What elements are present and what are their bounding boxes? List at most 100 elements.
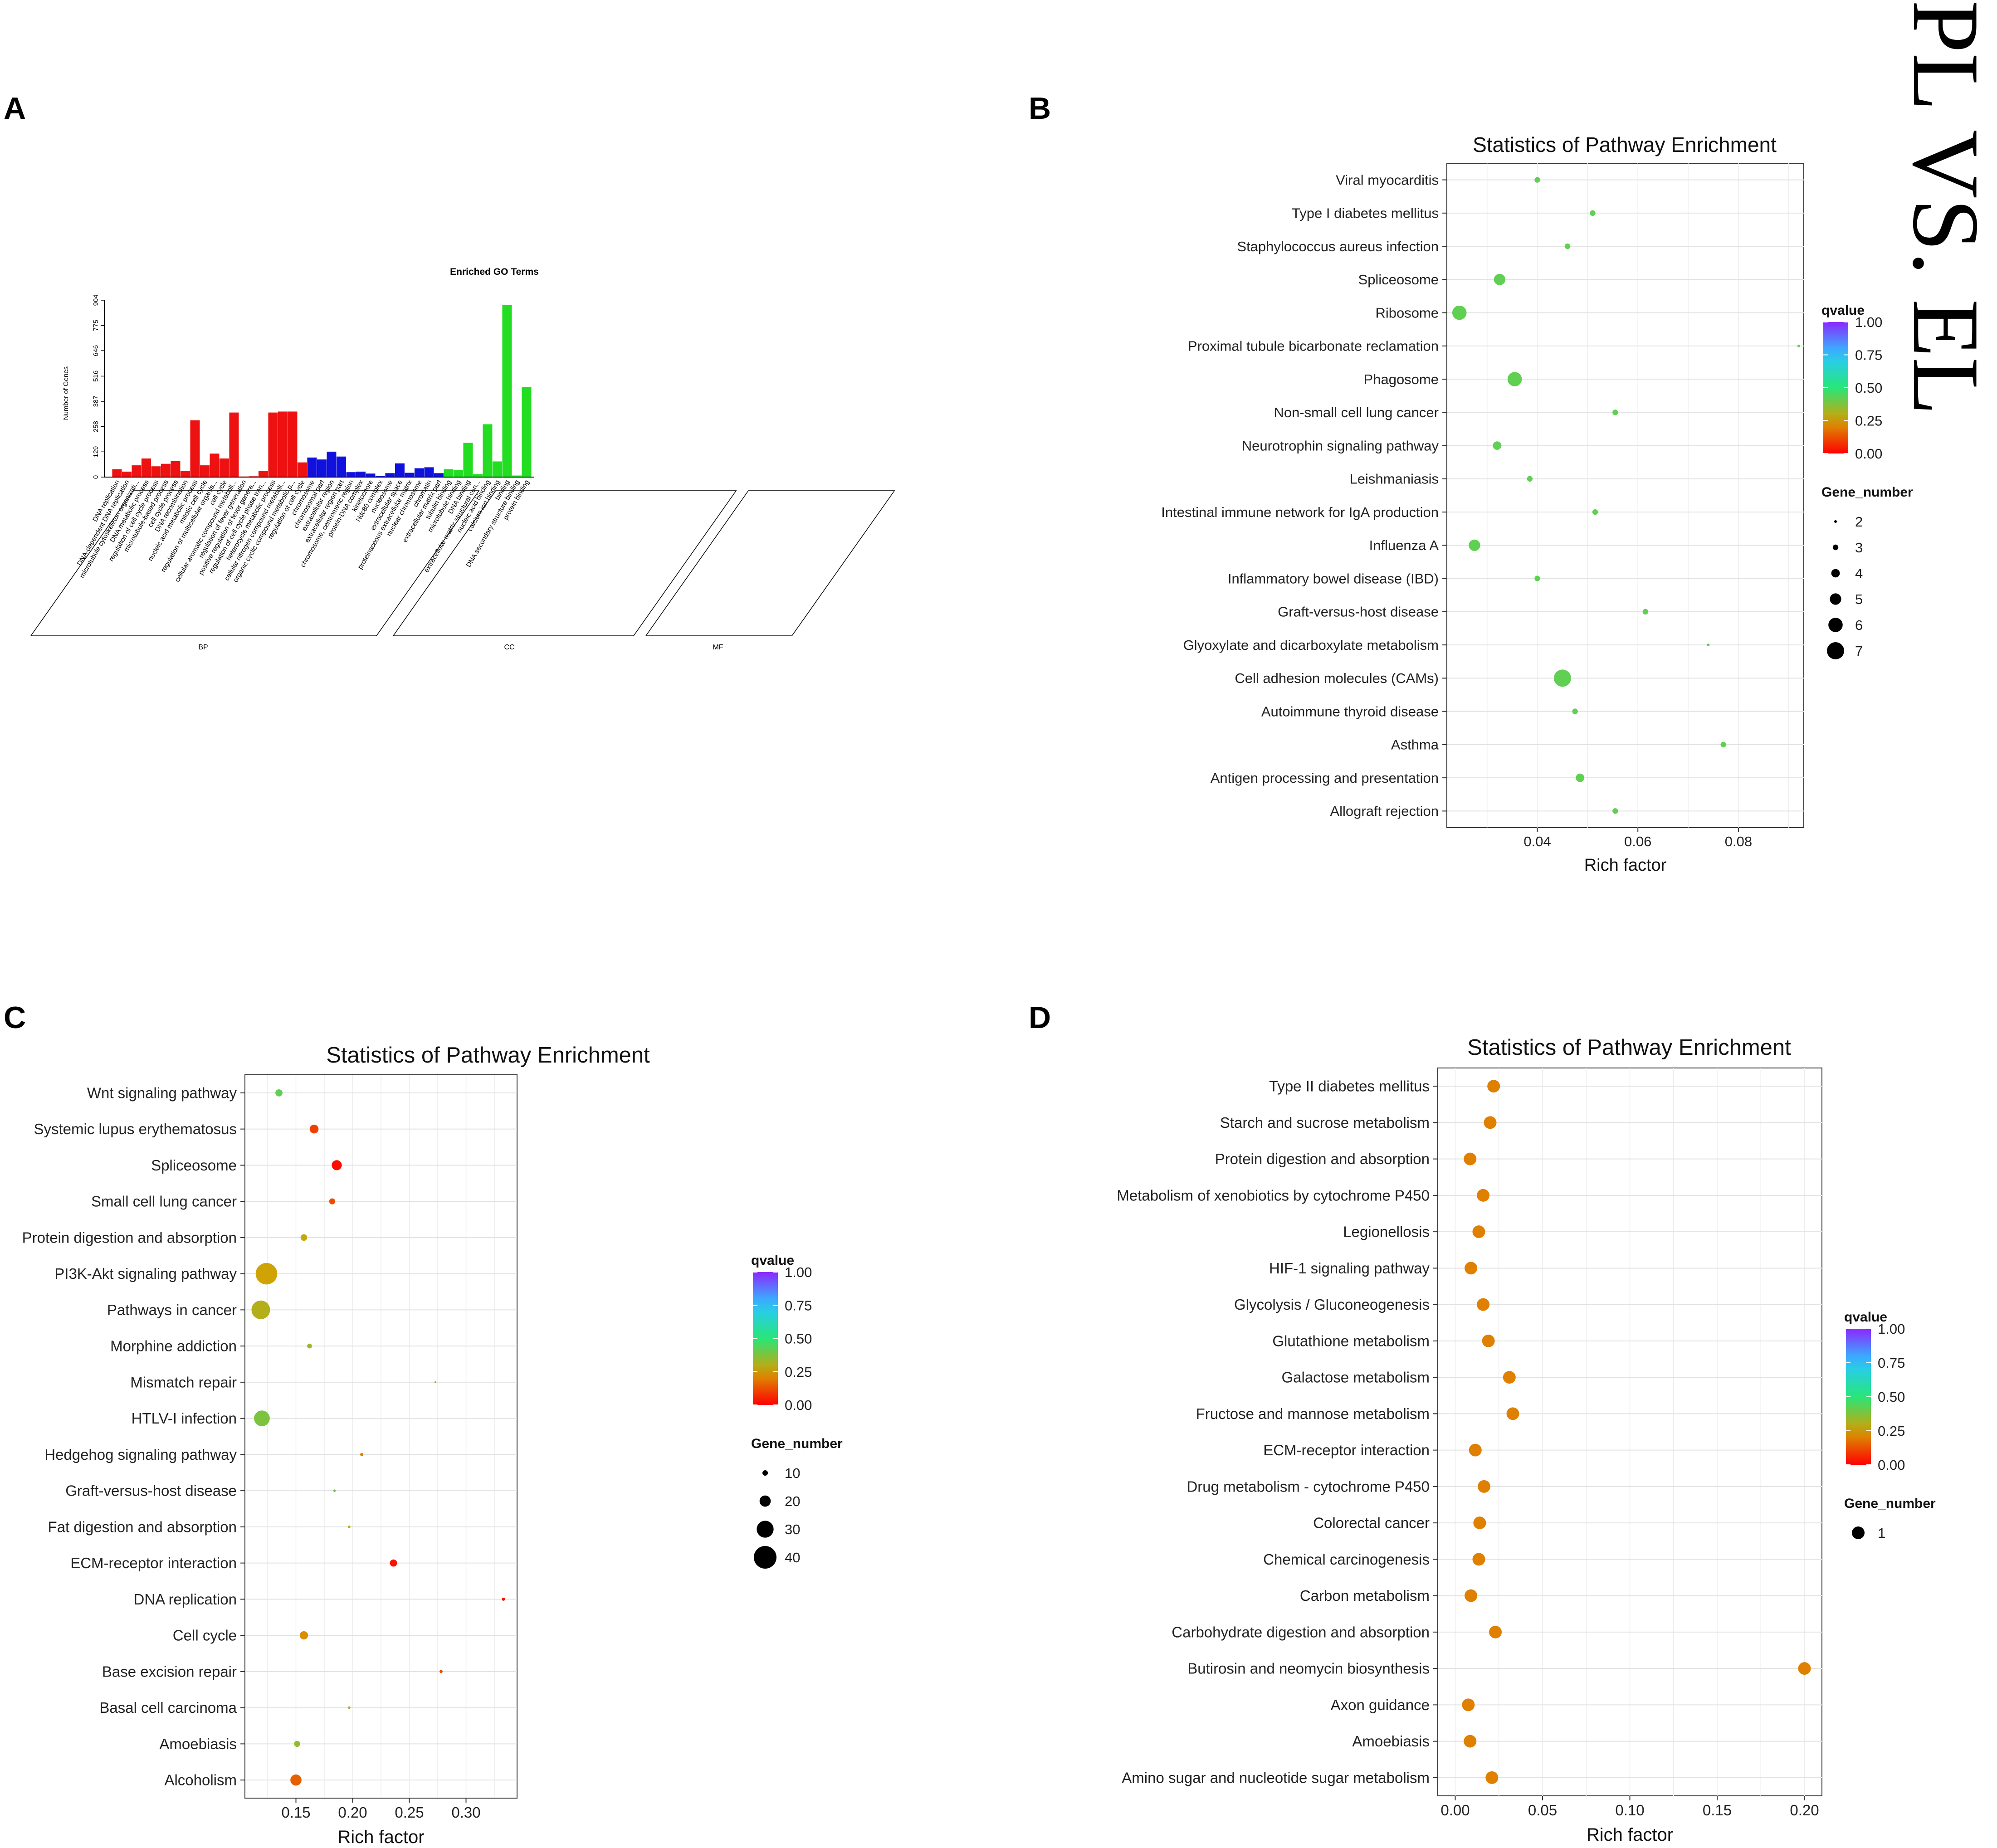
point-graft-versus-host-disease xyxy=(1642,609,1649,615)
y-tick-label: Fat digestion and absorption xyxy=(48,1518,237,1535)
bar-cell-cycle-process xyxy=(171,461,181,477)
point-glutathione-metabolism xyxy=(1482,1334,1495,1347)
bar-chromosome xyxy=(307,457,317,477)
point-inflammatory-bowel-disease-ibd xyxy=(1534,575,1540,581)
legend-size-label: 2 xyxy=(1855,514,1863,530)
legend-size-title: Gene_number xyxy=(751,1436,843,1451)
point-alcoholism xyxy=(290,1774,302,1786)
point-metabolism-of-xenobiotics-by-cytochrome-p450 xyxy=(1477,1189,1490,1202)
y-tick-label: Cell adhesion molecules (CAMs) xyxy=(1235,670,1439,686)
point-staphylococcus-aureus-infection xyxy=(1564,243,1571,249)
point-glyoxylate-and-dicarboxylate-metabolism xyxy=(1707,644,1710,647)
bar-cellular-aromatic-compound-metaboli xyxy=(229,412,239,477)
y-tick-label: Asthma xyxy=(1391,737,1439,753)
legend-color-label: 0.50 xyxy=(1878,1389,1905,1405)
bar-kinetochore xyxy=(366,473,376,477)
y-tick-label: 387 xyxy=(92,396,100,407)
x-tick-label: 0.25 xyxy=(395,1804,424,1821)
bar-mitotic-cell-cycle xyxy=(200,465,210,477)
y-tick-label: Mismatch repair xyxy=(130,1374,237,1390)
y-tick-label: Allograft rejection xyxy=(1330,803,1439,819)
legend-size-label: 3 xyxy=(1855,540,1863,556)
group-label-mf: MF xyxy=(713,644,723,651)
point-butirosin-and-neomycin-biosynthesis xyxy=(1798,1662,1811,1675)
point-carbohydrate-digestion-and-absorption xyxy=(1489,1625,1502,1638)
legend-size-title: Gene_number xyxy=(1821,485,1913,500)
y-tick-label: Type I diabetes mellitus xyxy=(1292,205,1439,221)
y-tick-label: 516 xyxy=(92,371,100,382)
y-tick-label: Phagosome xyxy=(1364,371,1439,387)
y-tick-label: Amoebiasis xyxy=(1352,1733,1430,1750)
x-axis-label: Rich factor xyxy=(1584,856,1667,875)
panel-label-d: D xyxy=(1029,1000,1051,1035)
point-axon-guidance xyxy=(1462,1698,1475,1711)
go-bar-chart: Enriched GO Terms Number of Genes 0 129 258 3… xyxy=(30,267,895,651)
point-chemical-carcinogenesis xyxy=(1472,1553,1485,1566)
y-tick-label: Pathways in cancer xyxy=(107,1302,237,1318)
panel-label-c: C xyxy=(4,1000,26,1035)
y-tick-label: Intestinal immune network for IgA produc… xyxy=(1161,504,1439,520)
y-tick-label: Chemical carcinogenesis xyxy=(1263,1551,1430,1568)
x-tick-label: 0.30 xyxy=(451,1804,480,1821)
y-tick-label: Colorectal cancer xyxy=(1313,1515,1430,1531)
y-tick-label: Basal cell carcinoma xyxy=(99,1699,237,1716)
chart-title: Statistics of Pathway Enrichment xyxy=(1473,133,1777,156)
y-tick-label: Graft-versus-host disease xyxy=(1278,604,1439,620)
bar-proteinaceous-extracellular-matrix xyxy=(405,473,415,477)
y-tick-label: Amino sugar and nucleotide sugar metabol… xyxy=(1122,1769,1430,1786)
y-tick-label: Glyoxylate and dicarboxylate metabolism xyxy=(1183,637,1439,653)
x-tick-label: 0.06 xyxy=(1624,834,1651,849)
bar-calcium-ion-binding xyxy=(492,461,502,477)
point-drug-metabolism-cytochrome-p450 xyxy=(1478,1480,1491,1493)
bar-nucleosome xyxy=(385,473,395,477)
x-tick-label: 0.00 xyxy=(1440,1802,1470,1819)
y-tick-label: Metabolism of xenobiotics by cytochrome … xyxy=(1117,1187,1430,1204)
y-tick-label: Drug metabolism - cytochrome P450 xyxy=(1186,1478,1430,1495)
legend-size-dot xyxy=(1830,593,1841,605)
bar-organic-cyclic-compound-metabolic-p xyxy=(288,411,298,477)
point-asthma xyxy=(1720,741,1726,748)
pathway-scatter-c: Statistics of Pathway Enrichment Wnt sign… xyxy=(22,1043,843,1847)
legend-size-dot xyxy=(1831,569,1840,578)
y-tick-label: Leishmaniasis xyxy=(1350,471,1439,487)
point-mismatch-repair xyxy=(434,1381,437,1384)
y-tick-label: 129 xyxy=(92,446,100,458)
y-tick-label: Protein digestion and absorption xyxy=(1215,1151,1430,1167)
y-tick-label: Carbon metabolism xyxy=(1300,1587,1430,1604)
point-legionellosis xyxy=(1472,1225,1485,1239)
bar-dna-dependent-dna-replication xyxy=(122,471,132,477)
y-tick-label: Legionellosis xyxy=(1343,1224,1430,1240)
point-colorectal-cancer xyxy=(1473,1516,1486,1530)
point-small-cell-lung-cancer xyxy=(329,1198,336,1204)
bar-dna-metabolic-process xyxy=(141,458,151,477)
point-base-excision-repair xyxy=(439,1670,443,1673)
point-spliceosome xyxy=(1494,273,1505,285)
y-tick-label: Fructose and mannose metabolism xyxy=(1196,1405,1430,1422)
legend-color-label: 0.00 xyxy=(1878,1457,1905,1473)
chart-title: Statistics of Pathway Enrichment xyxy=(326,1043,650,1068)
y-tick-label: Butirosin and neomycin biosynthesis xyxy=(1187,1660,1430,1677)
point-wnt-signaling-pathway xyxy=(275,1089,283,1097)
point-dna-replication xyxy=(502,1597,505,1601)
bar-nucleic-acid-binding xyxy=(483,424,493,477)
y-tick-label: Glycolysis / Gluconeogenesis xyxy=(1234,1296,1430,1313)
bar-chromosome-centromeric-region xyxy=(346,472,356,477)
y-tick-label: Carbohydrate digestion and absorption xyxy=(1172,1624,1430,1640)
point-influenza-a xyxy=(1469,539,1480,551)
y-tick-label: Non-small cell lung cancer xyxy=(1274,405,1439,420)
point-amoebiasis xyxy=(294,1741,300,1747)
bar-dna-secondary-structure-binding xyxy=(512,475,522,477)
legend-size-label: 10 xyxy=(785,1465,800,1481)
bar-extracellular-space xyxy=(395,463,405,477)
legend-size-dot xyxy=(1834,520,1837,523)
y-tick-label: Glutathione metabolism xyxy=(1272,1332,1430,1349)
bar-dna-replication xyxy=(112,469,122,477)
plot-panel xyxy=(1446,163,1804,828)
chart-title: Enriched GO Terms xyxy=(450,267,539,277)
legend-size-label: 5 xyxy=(1855,591,1863,607)
group-bracket-mf xyxy=(645,490,895,636)
y-tick-label: Starch and sucrose metabolism xyxy=(1220,1114,1430,1131)
y-tick-label: Inflammatory bowel disease (IBD) xyxy=(1228,570,1439,586)
y-tick-label: Antigen processing and presentation xyxy=(1211,770,1439,786)
